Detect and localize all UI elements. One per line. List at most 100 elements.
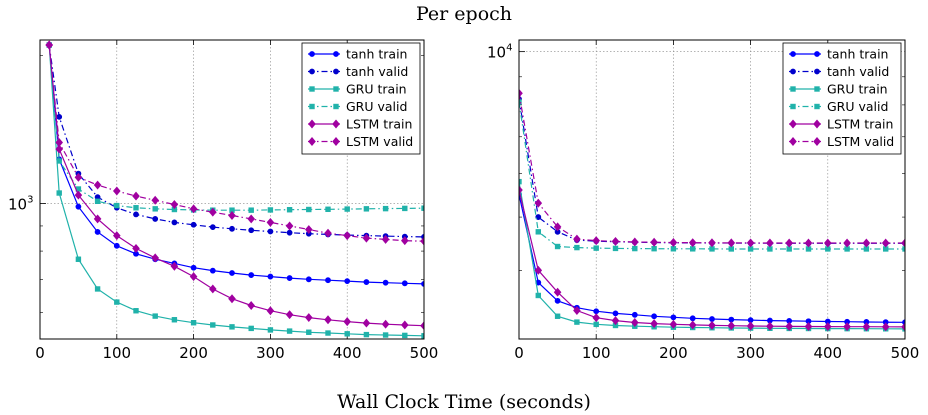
left-series-3-point [363, 206, 370, 212]
left-series-4-point [247, 301, 255, 310]
left-series-2-point [171, 317, 178, 323]
left-series-1-point [152, 216, 159, 222]
right-series-4-point [519, 185, 523, 195]
left-series-0-point [248, 272, 255, 278]
left-legend-label-4: LSTM train [346, 117, 412, 132]
left-xtick-label: 300 [256, 344, 285, 362]
left-series-5-point [324, 228, 332, 238]
left-series-4-point [189, 272, 198, 282]
left-series-3-point [248, 207, 254, 213]
right-series-0-point [651, 313, 657, 320]
right-xtick-label: 0 [514, 344, 524, 362]
left-series-3-point [286, 207, 293, 213]
left-legend-label-2: GRU train [346, 82, 407, 97]
left-series-3-point [267, 207, 274, 213]
right-series-5-point [824, 238, 832, 248]
right-series-5-point [766, 238, 774, 248]
left-series-2-point [344, 331, 350, 337]
left-series-2-point [210, 322, 216, 328]
left-series-1-point [286, 229, 293, 236]
left-series-1-point [267, 228, 274, 235]
left-ytick-label: 103 [8, 194, 33, 213]
right-legend-marker-5 [789, 137, 797, 146]
right-series-3-point [670, 246, 677, 252]
left-series-5-point [228, 211, 236, 220]
left-series-2-point [94, 286, 101, 292]
x-axis-label: Wall Clock Time (seconds) [337, 391, 591, 413]
left-series-0-point [305, 276, 312, 283]
left-xtick-label: 400 [333, 344, 362, 362]
left-series-4-point [401, 320, 409, 330]
right-xtick-label: 100 [582, 344, 611, 362]
right-xtick-label: 500 [891, 344, 920, 362]
right-legend-marker-3 [790, 103, 796, 110]
right-series-5-point [611, 236, 620, 246]
right-plot: 0 100 200 300 400 500 104 tanh train tanh valid G… [487, 39, 920, 362]
right-series-3-point [689, 246, 696, 252]
left-xtick-label: 500 [410, 344, 439, 362]
right-series-3-point [554, 243, 561, 250]
left-legend-marker-4 [308, 119, 316, 129]
right-series-0-point [631, 311, 638, 318]
right-series-5-point [727, 238, 736, 248]
left-series-5-point [401, 236, 409, 246]
left-series-2-point [382, 332, 389, 338]
right-series-4-point [746, 321, 755, 331]
right-series-4-point [708, 320, 716, 330]
right-series-3-point [612, 245, 619, 252]
left-series-4-point [209, 284, 217, 294]
left-series-3-point [382, 205, 389, 212]
left-ytick-exponent: 3 [27, 194, 33, 205]
right-legend-label-2: GRU train [827, 82, 888, 97]
figure-title: Per epoch [416, 3, 512, 25]
left-series-line-5 [48, 44, 424, 242]
left-legend-marker-4 [332, 119, 340, 129]
left-series-2-point [229, 324, 235, 330]
left-legend-marker-5 [332, 137, 340, 146]
left-series-0-point [382, 279, 389, 286]
right-series-5-point [881, 238, 890, 248]
left-series-5-point [209, 207, 217, 217]
right-series-5-point [746, 238, 755, 248]
left-series-0-point [401, 280, 408, 287]
left-series-1-point [248, 227, 255, 234]
left-series-0-point [209, 267, 216, 274]
right-series-5-point [650, 237, 658, 247]
left-series-3-point [133, 205, 139, 211]
left-series-0-point [286, 275, 293, 281]
left-legend-marker-2 [333, 86, 339, 92]
right-series-3-point [651, 245, 657, 252]
right-series-line-3 [519, 101, 905, 250]
right-series-5-point [553, 222, 562, 232]
left-series-3-point [344, 206, 350, 212]
right-series-4-point [573, 306, 581, 315]
left-series-0-point [267, 273, 274, 280]
left-series-4-point [420, 321, 424, 331]
left-series-4-point [362, 318, 371, 328]
left-series-5-point [45, 40, 54, 50]
right-xtick-label: 300 [736, 344, 765, 362]
left-series-3-point [325, 206, 331, 212]
right-xtick-label: 400 [813, 344, 842, 362]
right-ytick-label: 104 [487, 43, 512, 62]
left-xtick-label: 200 [179, 344, 208, 362]
right-series-0-point [612, 310, 619, 317]
left-series-4-point [305, 313, 313, 323]
right-series-2-point [593, 321, 599, 328]
right-series-2-point [519, 178, 522, 185]
left-series-3-point [152, 206, 158, 212]
right-series-5-point [862, 238, 871, 248]
right-series-0-point [670, 314, 677, 321]
right-series-5-point [573, 234, 581, 244]
left-legend-label-5: LSTM valid [346, 134, 413, 149]
right-legend-marker-2 [814, 86, 820, 92]
right-series-5-point [804, 238, 813, 248]
right-ytick-exponent: 4 [506, 43, 512, 54]
left-series-3-point [94, 198, 101, 205]
right-legend-marker-1 [814, 68, 820, 75]
left-series-3-point [56, 158, 62, 164]
right-series-4-point [592, 313, 600, 323]
left-series-0-point [325, 277, 331, 284]
right-series-5-point [592, 236, 600, 246]
